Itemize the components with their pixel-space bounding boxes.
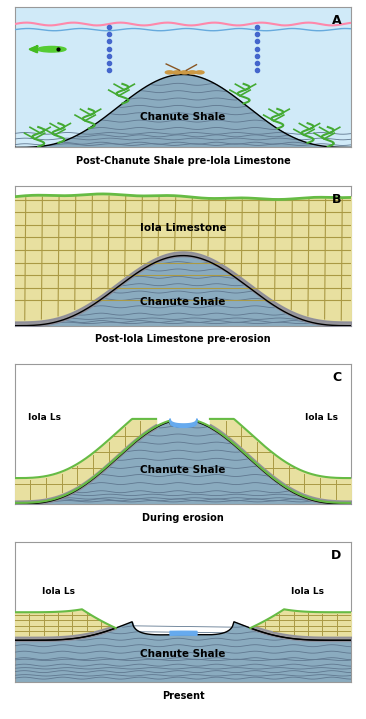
Text: During erosion: During erosion xyxy=(142,513,224,523)
Text: Iola Ls: Iola Ls xyxy=(28,413,61,421)
Text: Chanute Shale: Chanute Shale xyxy=(140,111,226,122)
Ellipse shape xyxy=(165,71,174,74)
Ellipse shape xyxy=(37,47,66,52)
Polygon shape xyxy=(30,46,37,52)
Text: Iola Ls: Iola Ls xyxy=(291,587,324,596)
Ellipse shape xyxy=(195,71,204,74)
Text: B: B xyxy=(332,193,341,206)
Text: Chanute Shale: Chanute Shale xyxy=(140,465,226,475)
Text: D: D xyxy=(331,549,341,562)
Text: Iola Ls: Iola Ls xyxy=(42,587,75,596)
Text: C: C xyxy=(332,371,341,384)
Text: A: A xyxy=(332,14,341,27)
Text: Post-Iola Limestone pre-erosion: Post-Iola Limestone pre-erosion xyxy=(95,334,271,344)
Text: Present: Present xyxy=(162,691,204,701)
Text: Iola Ls: Iola Ls xyxy=(305,413,338,421)
Text: Iola Limestone: Iola Limestone xyxy=(140,223,226,232)
Text: Chanute Shale: Chanute Shale xyxy=(140,297,226,307)
Ellipse shape xyxy=(188,71,197,74)
Ellipse shape xyxy=(180,71,189,74)
Text: Chanute Shale: Chanute Shale xyxy=(140,649,226,659)
Ellipse shape xyxy=(173,71,181,74)
Text: Post-Chanute Shale pre-Iola Limestone: Post-Chanute Shale pre-Iola Limestone xyxy=(76,156,290,166)
